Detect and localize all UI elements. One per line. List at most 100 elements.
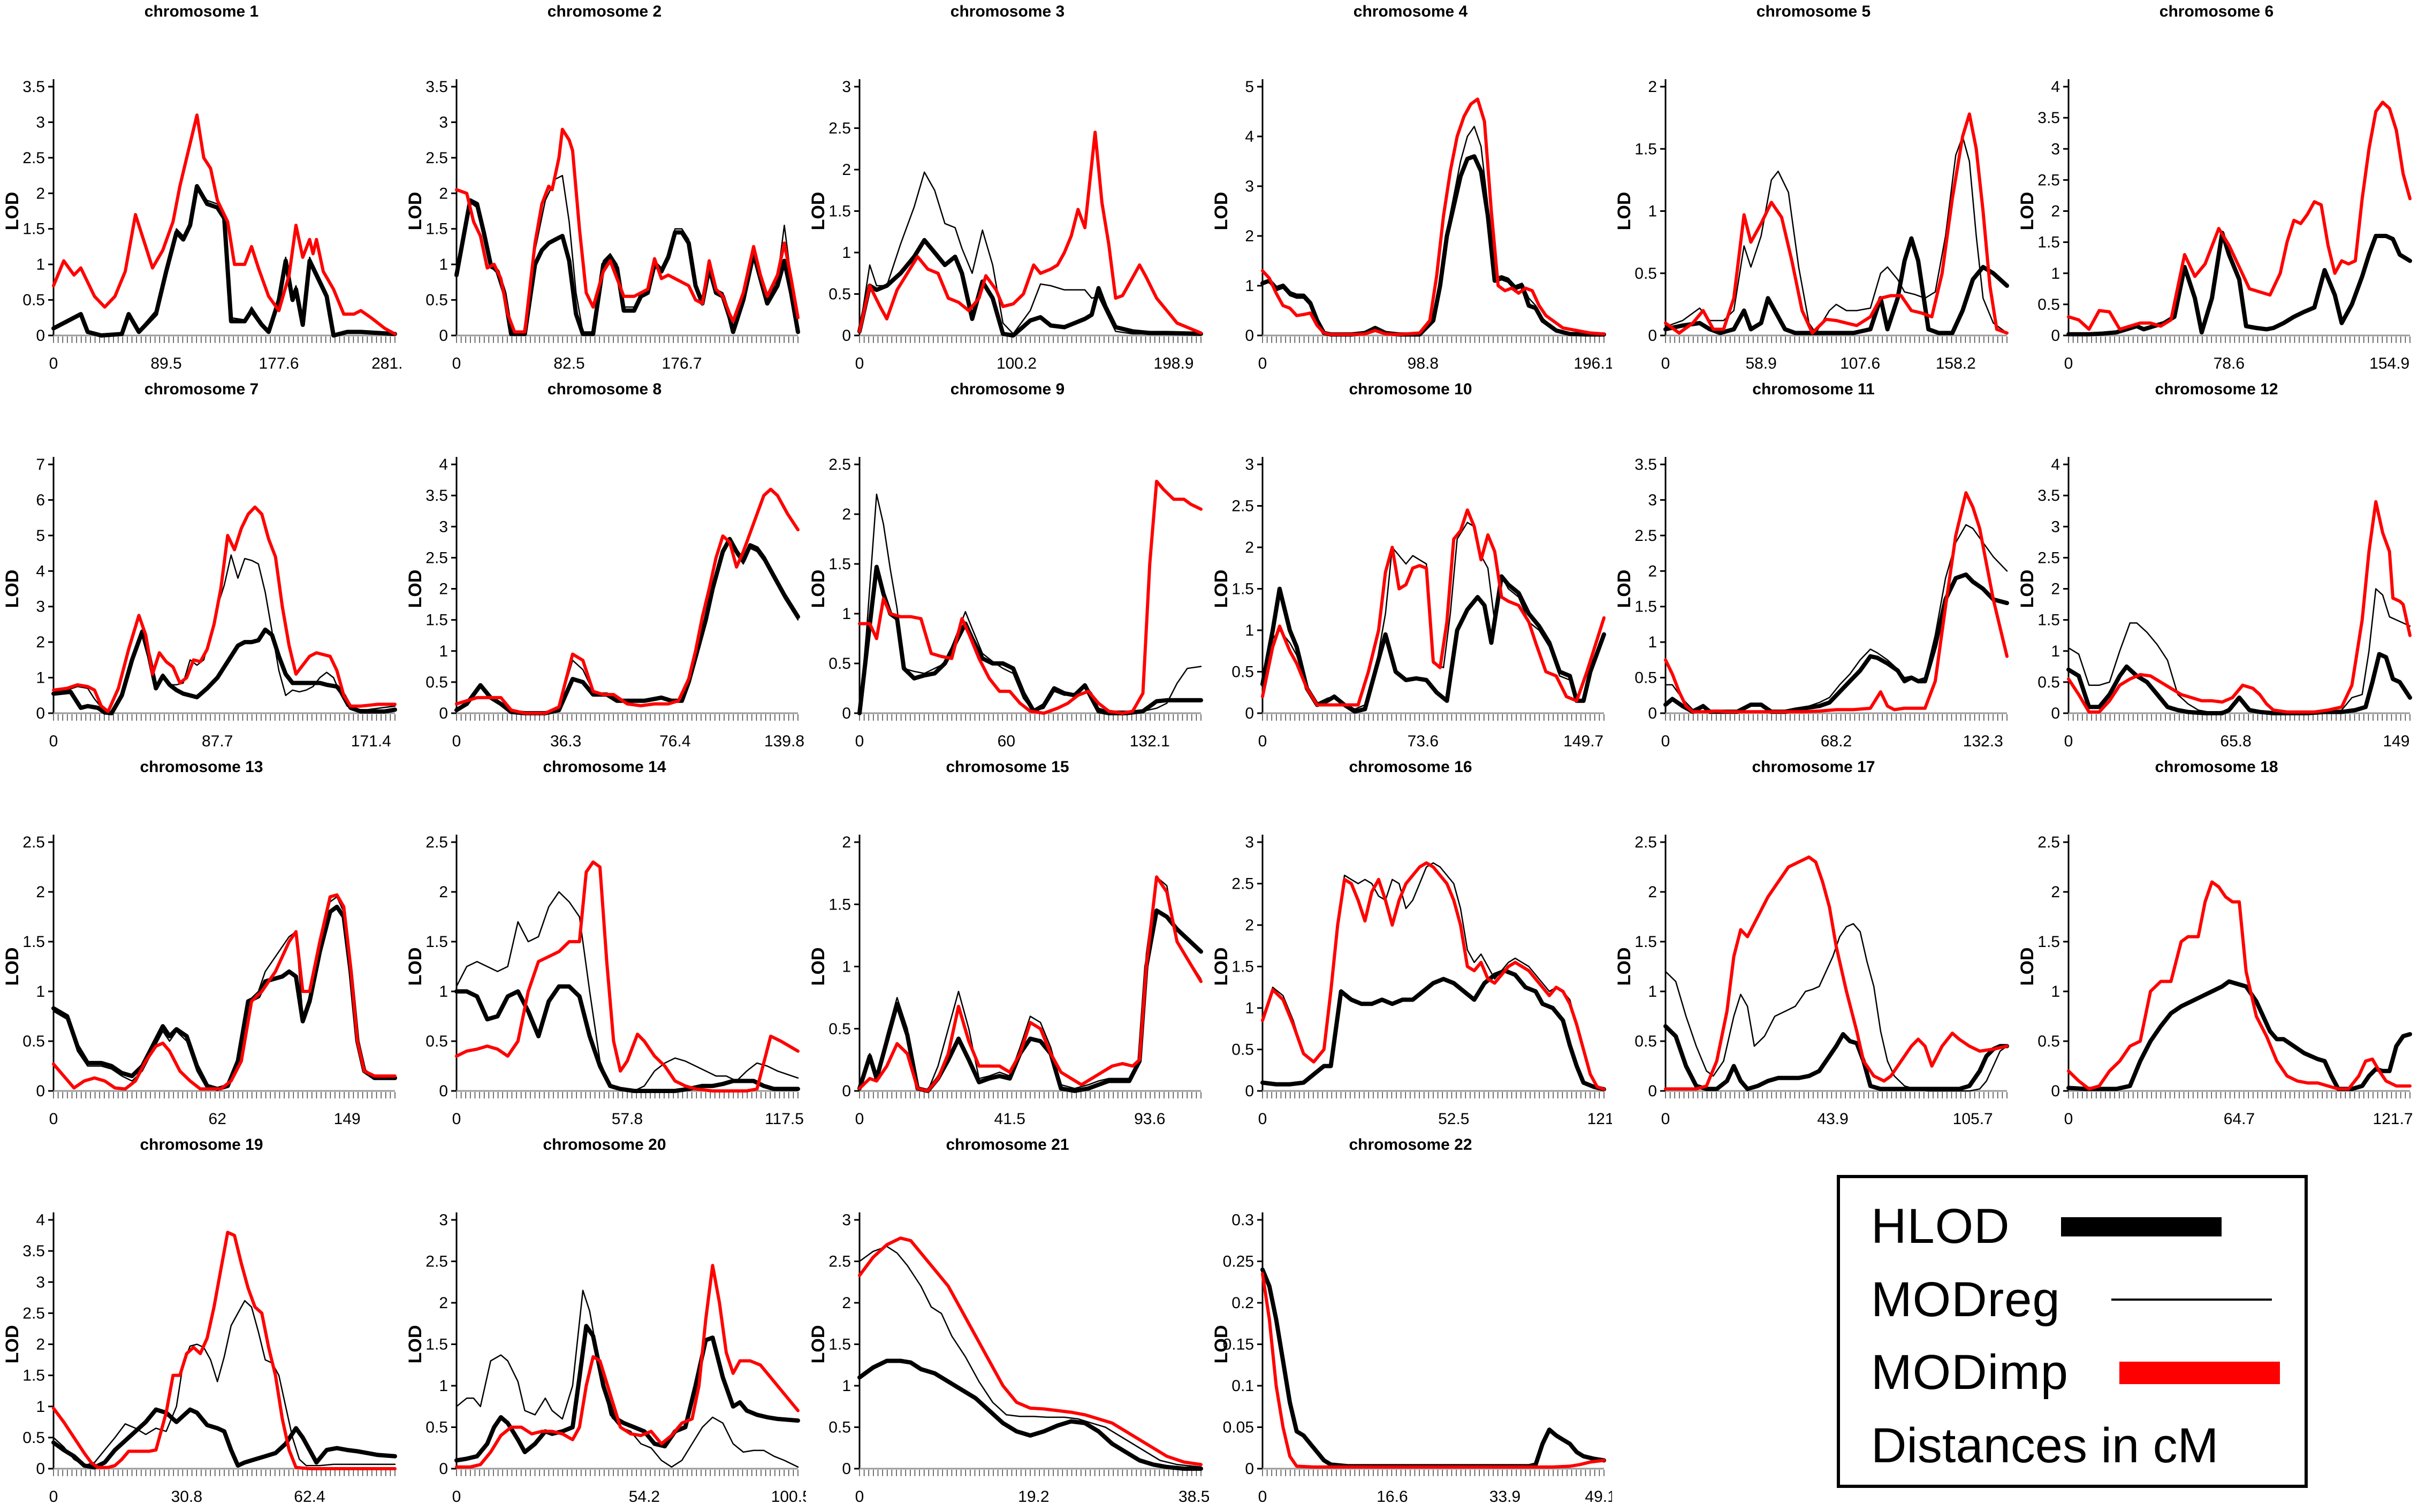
y-tick-label: 1 xyxy=(1245,622,1254,639)
y-tick-label: 1.5 xyxy=(22,1367,45,1385)
y-tick-label: 2 xyxy=(1648,78,1657,96)
x-tick-label: 198.9 xyxy=(1153,355,1193,372)
y-tick-label: 2.5 xyxy=(2037,549,2060,567)
chart-title: chromosome 20 xyxy=(543,1136,666,1154)
x-tick-label: 0 xyxy=(452,1488,461,1506)
y-axis-label: LOD xyxy=(1211,948,1231,986)
y-tick-label: 0 xyxy=(1648,327,1657,345)
hlod-series-line xyxy=(1663,572,2009,714)
x-tick-label: 0 xyxy=(2064,1110,2073,1128)
chart-panel-chromosome-17: chromosome 17 0 0.5 1 1.5 2 2.5 LOD 0 43.9 105.7 xyxy=(1612,755,2015,1133)
x-tick-label: 0 xyxy=(855,1488,864,1506)
chart-title: chromosome 21 xyxy=(946,1136,1069,1154)
hlod-series-line xyxy=(51,184,397,338)
modimp-series-line xyxy=(52,113,397,336)
y-tick-label: 0.5 xyxy=(425,1033,448,1050)
chart-plot: 0 0.5 1 1.5 2 2.5 3 3.5 4 LOD 0 36.3 76.4 139.8 xyxy=(405,456,804,750)
y-tick-label: 1 xyxy=(36,983,45,1001)
x-tick-label: 0 xyxy=(1258,732,1267,750)
y-tick-label: 0.5 xyxy=(1231,1041,1254,1059)
modreg-series-line xyxy=(858,171,1202,335)
x-tick-label: 0 xyxy=(855,1110,864,1128)
y-tick-label: 2.5 xyxy=(425,834,448,851)
chart-title: chromosome 13 xyxy=(140,758,263,776)
y-tick-label: 1 xyxy=(2051,983,2060,1001)
x-tick-label: 149 xyxy=(334,1110,361,1128)
y-tick-label: 1.5 xyxy=(1634,598,1657,616)
x-tick-label: 62 xyxy=(209,1110,226,1128)
x-tick-label: 0 xyxy=(452,1110,461,1128)
chart-plot: 0 0.5 1 1.5 2 2.5 3 LOD 0 73.6 149.7 xyxy=(1211,456,1606,750)
y-tick-label: 1 xyxy=(1648,633,1657,651)
chart-plot: 0 0.5 1 1.5 2 2.5 3 3.5 4 LOD 0 65.8 149 xyxy=(2017,456,2412,750)
chart-plot: 0 0.5 1 1.5 2 2.5 3 3.5 LOD 0 82.5 176.7 xyxy=(405,78,800,372)
y-tick-label: 0 xyxy=(1648,1082,1657,1100)
y-tick-label: 1.5 xyxy=(828,203,851,220)
chart-plot: 0 0.5 1 1.5 2 2.5 LOD 0 62 149 xyxy=(2,834,397,1128)
y-tick-label: 3 xyxy=(439,113,448,131)
y-tick-label: 1.5 xyxy=(2037,234,2060,251)
y-tick-label: 1 xyxy=(36,256,45,273)
y-tick-label: 0 xyxy=(842,1082,851,1100)
hlod-series-line xyxy=(857,1358,1203,1471)
y-tick-label: 2.5 xyxy=(1634,527,1657,545)
x-tick-label: 139.8 xyxy=(764,732,804,750)
chart-plot: 0 0.5 1 1.5 2 2.5 3 LOD 0 54.2 100.5 xyxy=(405,1211,806,1506)
y-axis-label: LOD xyxy=(2,570,22,608)
x-tick-label: 0 xyxy=(452,732,461,750)
y-tick-label: 0.5 xyxy=(22,1429,45,1447)
y-tick-label: 2 xyxy=(1245,539,1254,556)
y-tick-label: 2.5 xyxy=(22,149,45,167)
y-tick-label: 2 xyxy=(1245,917,1254,934)
y-tick-label: 1.5 xyxy=(1231,958,1254,976)
modimp-series-line xyxy=(1664,112,2009,335)
chart-title: chromosome 2 xyxy=(547,3,662,20)
x-tick-label: 58.9 xyxy=(1745,355,1776,372)
chart-panel-chromosome-4: chromosome 4 0 1 2 3 4 5 LOD 0 98.8 196.1 xyxy=(1209,0,1612,378)
y-axis-label: LOD xyxy=(1614,192,1634,231)
y-tick-label: 4 xyxy=(36,562,45,580)
chart-panel-chromosome-9: chromosome 9 0 0.5 1 1.5 2 2.5 LOD 0 60 132.1 xyxy=(806,378,1209,755)
y-axis-label: LOD xyxy=(2017,192,2037,231)
modimp-series-line xyxy=(2067,101,2412,331)
chart-title: chromosome 6 xyxy=(2159,3,2274,20)
hlod-series-line xyxy=(51,1407,397,1470)
y-tick-label: 4 xyxy=(36,1211,45,1229)
chart-title: chromosome 16 xyxy=(1349,758,1472,776)
y-tick-label: 1 xyxy=(1648,203,1657,220)
y-tick-label: 0 xyxy=(2051,1082,2060,1100)
y-tick-label: 0 xyxy=(1648,705,1657,722)
y-tick-label: 5 xyxy=(36,527,45,545)
chart-title: chromosome 5 xyxy=(1756,3,1871,20)
y-tick-label: 2 xyxy=(842,506,851,523)
y-axis-label: LOD xyxy=(405,192,425,231)
y-tick-label: 0.15 xyxy=(1223,1336,1254,1354)
x-tick-label: 68.2 xyxy=(1821,732,1852,750)
chart-plot: 0 0.5 1 1.5 2 2.5 3 3.5 4 LOD 0 78.6 154.9 xyxy=(2017,78,2412,372)
modimp-series-line xyxy=(455,127,800,334)
y-tick-label: 0.5 xyxy=(2037,674,2060,691)
y-tick-label: 2 xyxy=(1245,227,1254,245)
y-tick-label: 1 xyxy=(842,605,851,623)
legend-item-modreg: MODreg xyxy=(1871,1272,2283,1328)
x-tick-label: 107.6 xyxy=(1840,355,1880,372)
y-tick-label: 0 xyxy=(842,1460,851,1478)
y-tick-label: 2.5 xyxy=(828,456,851,474)
y-tick-label: 1.5 xyxy=(2037,933,2060,951)
y-tick-label: 1.5 xyxy=(828,1336,851,1354)
x-tick-label: 171.4 xyxy=(351,732,391,750)
y-tick-label: 0.5 xyxy=(1634,1033,1657,1050)
x-tick-label: 78.6 xyxy=(2214,355,2245,372)
y-tick-label: 0.5 xyxy=(425,674,448,691)
hlod-line-swatch-icon xyxy=(2060,1217,2222,1236)
y-tick-label: 1 xyxy=(439,1377,448,1395)
modimp-series-line xyxy=(455,860,800,1093)
legend-label-modimp: MODimp xyxy=(1871,1345,2069,1400)
chart-panel-chromosome-15: chromosome 15 0 0.5 1 1.5 2 LOD 0 41.5 93.6 xyxy=(806,755,1209,1133)
x-tick-label: 100.2 xyxy=(997,355,1037,372)
x-tick-label: 0 xyxy=(1661,1110,1670,1128)
y-tick-label: 0.5 xyxy=(22,1033,45,1050)
chart-panel-chromosome-2: chromosome 2 0 0.5 1 1.5 2 2.5 3 3.5 LOD 0 82.5 176.… xyxy=(403,0,806,378)
y-tick-label: 2.5 xyxy=(1634,834,1657,851)
y-axis-label: LOD xyxy=(808,192,828,231)
